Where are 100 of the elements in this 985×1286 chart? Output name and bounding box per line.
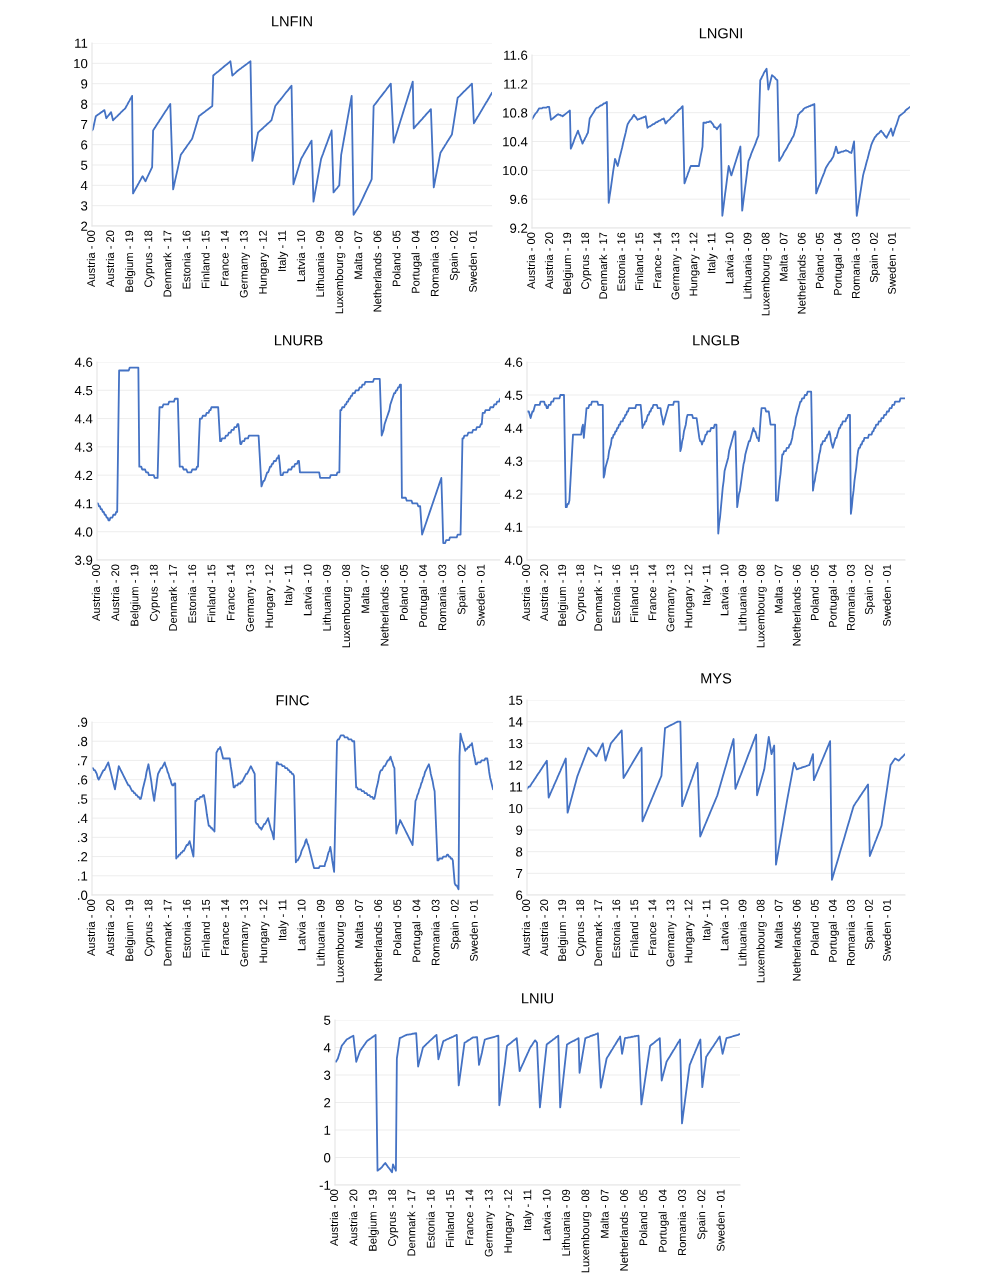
- x-tick-label: Austria - 20: [105, 230, 115, 287]
- y-tick-label: .2: [78, 852, 88, 862]
- x-tick-label: Romania - 03: [438, 564, 447, 630]
- x-tick-label: Malta - 07: [361, 564, 370, 613]
- y-tick-label: 5: [324, 1015, 331, 1025]
- chart-title: LNURB: [274, 335, 323, 346]
- line-series: [92, 60, 492, 216]
- x-tick-label: Austria - 20: [111, 564, 120, 621]
- x-tick-label: France - 14: [221, 899, 229, 956]
- y-tick-label: .4: [78, 813, 88, 823]
- x-tick-label: Austria - 20: [544, 232, 554, 289]
- x-tick-label: Cyprus - 18: [388, 1189, 399, 1247]
- x-tick-label: Belgium - 19: [125, 899, 136, 961]
- x-tick-label: France - 14: [226, 564, 235, 621]
- x-tick-label: Malta - 07: [774, 899, 783, 948]
- chart-title: LNGNI: [699, 28, 742, 39]
- y-tick-label: 10.4: [503, 137, 528, 147]
- x-tick-label: Sweden - 01: [887, 232, 896, 295]
- x-tick-label: Denmark - 17: [163, 230, 172, 297]
- x-tick-label: Austria - 20: [105, 899, 115, 956]
- x-tick-label: Latvia - 10: [303, 564, 312, 616]
- y-tick-label: 5: [81, 160, 88, 170]
- y-tick-label: 4: [323, 1043, 331, 1053]
- x-tick-label: Cyprus - 18: [144, 899, 155, 957]
- x-tick-label: Finland - 15: [201, 230, 210, 288]
- x-tick-label: Malta - 07: [354, 899, 363, 948]
- y-tick-label: 4.3: [504, 456, 523, 466]
- y-tick-label: 9.2: [510, 223, 528, 233]
- y-tick-label: 10.8: [503, 108, 528, 118]
- x-tick-label: Lithuania - 09: [315, 230, 325, 297]
- y-tick-label: 10: [509, 803, 523, 814]
- y-tick-label: 6: [516, 890, 523, 900]
- x-tick-label: Estonia - 16: [612, 564, 621, 623]
- y-tick-label: 2: [81, 221, 88, 231]
- x-tick-label: Austria - 00: [86, 230, 95, 287]
- x-tick-label: Spain - 02: [457, 564, 468, 615]
- x-tick-label: Austria - 20: [539, 564, 549, 621]
- x-tick-label: Spain - 02: [697, 1189, 708, 1240]
- y-tick-label: 8: [516, 847, 523, 857]
- x-tick-label: Poland - 05: [815, 232, 824, 289]
- x-tick-label: Hungary - 12: [504, 1189, 515, 1253]
- chart-title: MYS: [701, 673, 732, 684]
- x-tick-label: Italy - 11: [284, 564, 295, 605]
- y-tick-label: 9.6: [510, 194, 528, 205]
- x-tick-label: Romania - 03: [846, 899, 855, 965]
- y-tick-label: .3: [78, 832, 88, 843]
- x-tick-label: Finland - 15: [201, 899, 210, 957]
- y-tick-label: 4: [80, 181, 88, 191]
- y-tick-label: 11: [75, 38, 88, 48]
- x-tick-label: Poland - 05: [393, 899, 402, 956]
- x-tick-label: Austria - 20: [349, 1189, 358, 1246]
- y-tick-label: 14: [509, 717, 523, 727]
- y-tick-label: .8: [78, 736, 88, 747]
- line-series: [527, 720, 905, 881]
- x-tick-label: Germany - 13: [239, 230, 250, 298]
- x-tick-label: Denmark - 17: [163, 899, 172, 966]
- line-series: [532, 67, 910, 217]
- x-tick-label: Austria - 00: [521, 564, 530, 621]
- x-tick-label: Netherlands - 06: [797, 232, 806, 314]
- x-tick-label: Finland - 15: [635, 232, 644, 290]
- x-tick-label: France - 14: [465, 1189, 474, 1246]
- x-tick-label: Finland - 15: [207, 564, 216, 622]
- y-tick-label: 7: [81, 120, 88, 130]
- x-tick-label: Italy - 11: [702, 564, 713, 605]
- x-tick-label: Spain - 02: [449, 230, 460, 281]
- x-tick-label: Malta - 07: [779, 232, 788, 281]
- x-tick-label: Luxembourg - 08: [341, 564, 353, 648]
- y-tick-label: .5: [78, 794, 88, 804]
- x-tick-label: Italy - 11: [278, 899, 289, 940]
- x-tick-label: Portugal - 04: [833, 232, 844, 295]
- x-tick-label: Sweden - 01: [468, 230, 477, 293]
- x-tick-label: Estonia - 16: [612, 899, 621, 958]
- x-tick-label: Italy - 11: [702, 899, 713, 940]
- y-tick-label: 4.1: [74, 499, 93, 509]
- y-tick-label: 4.5: [74, 385, 93, 396]
- y-tick-label: 4.4: [504, 423, 523, 433]
- x-tick-label: Romania - 03: [846, 564, 855, 630]
- y-tick-label: 2: [324, 1098, 331, 1108]
- x-tick-label: Romania - 03: [430, 230, 439, 296]
- x-tick-label: Netherlands - 06: [380, 564, 389, 646]
- x-tick-label: Austria - 20: [539, 899, 549, 956]
- x-tick-label: Estonia - 16: [617, 232, 626, 291]
- x-tick-label: Poland - 05: [399, 564, 408, 621]
- y-tick-label: 1: [324, 1125, 331, 1135]
- x-tick-label: Hungary - 12: [689, 232, 700, 296]
- x-tick-label: Lithuania - 09: [316, 899, 325, 966]
- x-tick-label: Luxembourg - 08: [756, 899, 767, 983]
- x-tick-label: Belgium - 19: [562, 232, 574, 294]
- x-tick-label: Romania - 03: [431, 899, 440, 965]
- x-tick-label: Austria - 00: [329, 1189, 338, 1246]
- x-tick-label: Belgium - 19: [130, 564, 141, 626]
- x-tick-label: Sweden - 01: [882, 564, 891, 627]
- x-tick-label: Cyprus - 18: [144, 230, 155, 288]
- x-tick-label: Latvia - 10: [720, 899, 729, 951]
- x-tick-label: Sweden - 01: [469, 899, 478, 962]
- x-tick-label: Hungary - 12: [258, 230, 270, 294]
- x-tick-label: France - 14: [220, 230, 229, 287]
- x-tick-label: Poland - 05: [392, 230, 401, 287]
- x-tick-label: Portugal - 04: [658, 1189, 669, 1252]
- y-tick-label: 6: [81, 140, 88, 150]
